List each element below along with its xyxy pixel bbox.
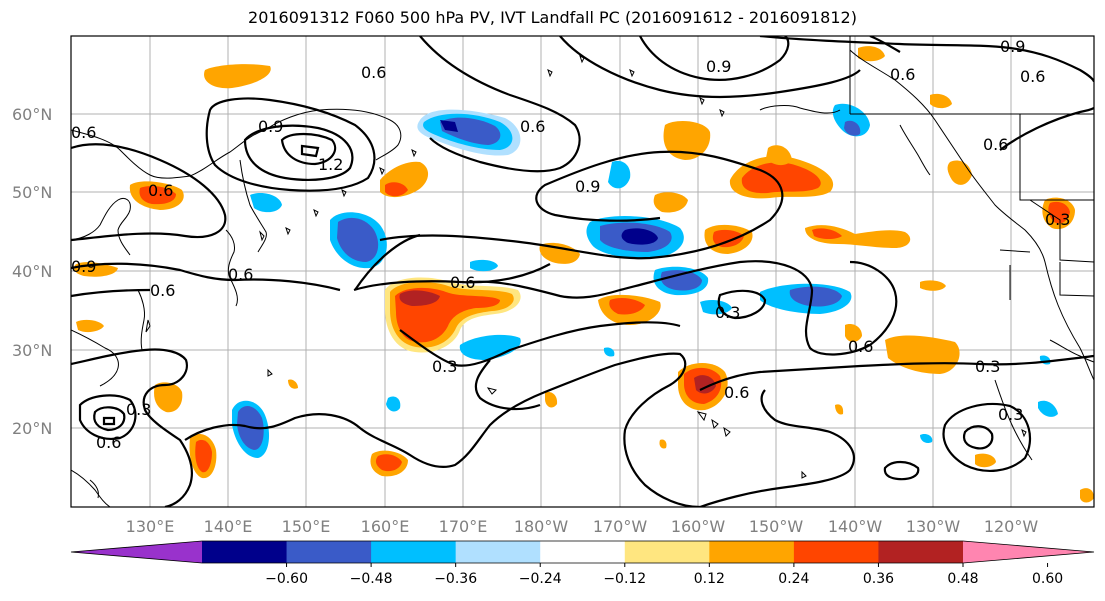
- colorbar-tick-label: −0.60: [265, 571, 308, 587]
- lon-label: 140°W: [828, 517, 883, 536]
- contour-label: 0.6: [983, 135, 1008, 154]
- colorbar-segment: [540, 541, 626, 563]
- contour-labels: 0.6 0.9 0.6 0.9 0.6 0.9 0.6 1.2 0.9 0.6 …: [71, 37, 1070, 452]
- colorbar-segment: [709, 541, 795, 563]
- colorbar-tick-label: −0.12: [603, 571, 646, 587]
- colorbar-segment: [71, 541, 202, 563]
- contour-label: 0.9: [258, 117, 283, 136]
- lon-label: 140°E: [204, 517, 253, 536]
- contour-label: 0.3: [975, 357, 1000, 376]
- contour-label: 0.6: [520, 117, 545, 136]
- contour-label: 0.3: [715, 303, 740, 322]
- colorbar-tick-label: −0.36: [434, 571, 477, 587]
- contour-label: 0.6: [96, 433, 121, 452]
- contour-label: 0.6: [724, 383, 749, 402]
- longitude-labels: 130°E 140°E 150°E 160°E 170°E 180°W 170°…: [126, 517, 1039, 536]
- lon-label: 150°E: [282, 517, 331, 536]
- colorbar-tick-labels: −0.60 −0.48 −0.36 −0.24 −0.12 0.12 0.24 0.36 0.4…: [265, 563, 1063, 587]
- colorbar-segment: [202, 541, 288, 563]
- lat-label-40n: 40°N: [12, 262, 52, 281]
- contour-label: 0.9: [71, 257, 96, 276]
- contour-label: 0.9: [1000, 37, 1025, 56]
- political-boundaries: [849, 36, 1094, 300]
- lon-label: 120°W: [984, 517, 1039, 536]
- colorbar-segment: [624, 541, 710, 563]
- contour-label: 0.6: [848, 337, 873, 356]
- lon-label: 130°W: [906, 517, 961, 536]
- lon-label: 160°W: [671, 517, 726, 536]
- colorbar: [70, 540, 1095, 564]
- colorbar-tick-label: −0.48: [350, 571, 393, 587]
- map-border: [70, 35, 1095, 508]
- colorbar-segment: [286, 541, 372, 563]
- contour-label: 0.6: [1020, 67, 1045, 86]
- lat-label-30n: 30°N: [12, 341, 52, 360]
- colorbar-tick-label: 0.24: [778, 571, 809, 587]
- lon-label: 130°E: [126, 517, 175, 536]
- contour-label: 0.6: [150, 281, 175, 300]
- colorbar-segment: [878, 541, 964, 563]
- pv-contours: [71, 36, 1094, 507]
- positive-anomaly-shading: [74, 46, 1094, 503]
- contour-label: 0.9: [706, 57, 731, 76]
- lat-label-20n: 20°N: [12, 419, 52, 438]
- contour-label: 0.6: [361, 63, 386, 82]
- lon-label: 160°E: [361, 517, 410, 536]
- colorbar-segment: [371, 541, 457, 563]
- contour-label: 0.6: [450, 273, 475, 292]
- colorbar-segment: [963, 541, 1094, 563]
- lon-label: 150°W: [749, 517, 804, 536]
- islands: [145, 55, 1027, 479]
- colorbar-tick-label: 0.36: [863, 571, 894, 587]
- contour-label: 0.6: [71, 123, 96, 142]
- contour-label: 1.2: [318, 155, 343, 174]
- contour-label: 0.6: [148, 181, 173, 200]
- contour-label: 0.3: [126, 400, 151, 419]
- contour-label: 0.9: [575, 177, 600, 196]
- lat-label-60n: 60°N: [12, 105, 52, 124]
- contour-label: 0.6: [890, 65, 915, 84]
- lat-label-50n: 50°N: [12, 183, 52, 202]
- map-title: 2016091312 F060 500 hPa PV, IVT Landfall…: [248, 8, 857, 27]
- latitude-labels: 60°N 50°N 40°N 30°N 20°N: [12, 105, 52, 438]
- colorbar-tick-label: 0.60: [1032, 571, 1063, 587]
- colorbar-tick-label: −0.24: [519, 571, 562, 587]
- lon-label: 170°W: [593, 517, 648, 536]
- contour-label: 0.3: [432, 357, 457, 376]
- colorbar-tick-label: 0.48: [947, 571, 978, 587]
- contour-label: 0.3: [998, 405, 1023, 424]
- contour-label: 0.6: [228, 265, 253, 284]
- colorbar-tick-label: 0.12: [694, 571, 725, 587]
- lon-label: 180°W: [514, 517, 569, 536]
- lon-label: 170°E: [439, 517, 488, 536]
- colorbar-outline: [70, 540, 1095, 564]
- contour-label: 0.3: [1045, 210, 1070, 229]
- colorbar-segment: [455, 541, 541, 563]
- colorbar-segment: [793, 541, 879, 563]
- negative-anomaly-shading: [232, 103, 1058, 458]
